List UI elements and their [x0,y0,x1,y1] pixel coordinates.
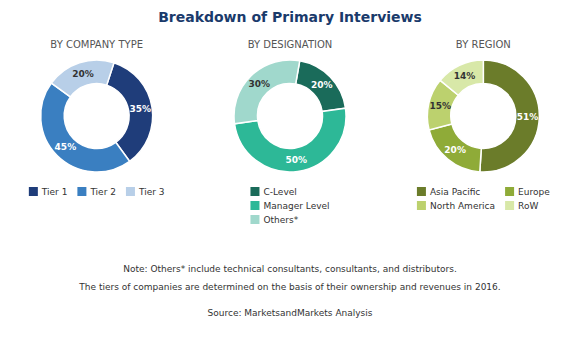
legend-label: Manager Level [263,201,329,211]
slice [440,60,483,95]
legend-item: Tier 3 [126,187,165,197]
subtitle: BY REGION [456,39,511,50]
legend-label: C-Level [263,187,296,197]
subtitle: BY COMPANY TYPE [50,39,143,50]
data-label: 14% [454,71,476,81]
legend-item: Tier 1 [29,187,68,197]
slice [480,60,540,172]
legend-swatch [417,187,426,196]
data-label: 15% [429,101,451,111]
donut-chart: BY DESIGNATION 20% 50% 30% C-Level Manager Le… [234,39,346,225]
legend-label: Tier 3 [138,187,165,197]
legend-item: RoW [505,201,538,211]
legend-swatch [505,201,514,210]
legend-item: North America [417,201,495,211]
legend-item: Asia Pacific [417,187,480,197]
legend-label: Others* [263,215,298,225]
data-label: 20% [311,80,333,90]
donut-chart: BY COMPANY TYPE35%45%20%Tier 1Tier 2Tier… [29,39,165,197]
donut-chart: BY REGION 51% 20% 15% 14% Asia Pacific Europe N… [417,39,550,211]
legend-item: C-Level [250,187,296,197]
legend-item: Manager Level [250,201,329,211]
legend-label: RoW [518,201,538,211]
slice [51,60,114,97]
legend-label: Tier 1 [41,187,68,197]
data-labels: 35% 45% 20% [55,69,152,152]
legend: C-Level Manager Level Others* [250,187,329,225]
data-label: 20% [72,69,94,79]
slices [427,60,539,172]
data-label: 51% [517,112,539,122]
data-labels: 20% 50% 30% [248,79,332,165]
legend-swatch [250,187,259,196]
legend-label: North America [430,201,495,211]
legend-swatch [29,187,38,196]
legend-swatch [505,187,514,196]
note: Note: Others* include technical consulta… [123,264,457,274]
legend-item: Others* [250,215,298,225]
data-label: 35% [130,104,152,114]
note: The tiers of companies are determined on… [78,282,500,292]
slices [234,60,346,172]
data-label: 50% [285,155,307,165]
subtitle: BY DESIGNATION [248,39,333,50]
legend: Asia Pacific Europe North America RoW [417,187,550,211]
legend-item: Tier 2 [77,187,116,197]
data-label: 45% [55,142,77,152]
legend-label: Europe [518,187,550,197]
slice [296,61,346,112]
data-label: 30% [248,79,270,89]
slice [234,60,300,124]
slices [41,60,153,172]
legend-swatch [126,187,135,196]
legend-item: Europe [505,187,550,197]
legend-swatch [250,215,259,224]
figure: Breakdown of Primary Interviews BY COMPAN… [0,0,580,343]
legend-swatch [77,187,86,196]
legend-swatch [417,201,426,210]
title: Breakdown of Primary Interviews [158,9,422,25]
data-labels: 51% 20% 15% 14% [429,71,538,155]
legend: Tier 1 Tier 2 Tier 3 [29,187,165,197]
legend-swatch [250,201,259,210]
note: Source: MarketsandMarkets Analysis [208,308,373,318]
slice [41,83,130,172]
legend-label: Tier 2 [89,187,116,197]
data-label: 20% [444,145,466,155]
legend-label: Asia Pacific [430,187,480,197]
slice [429,124,481,172]
